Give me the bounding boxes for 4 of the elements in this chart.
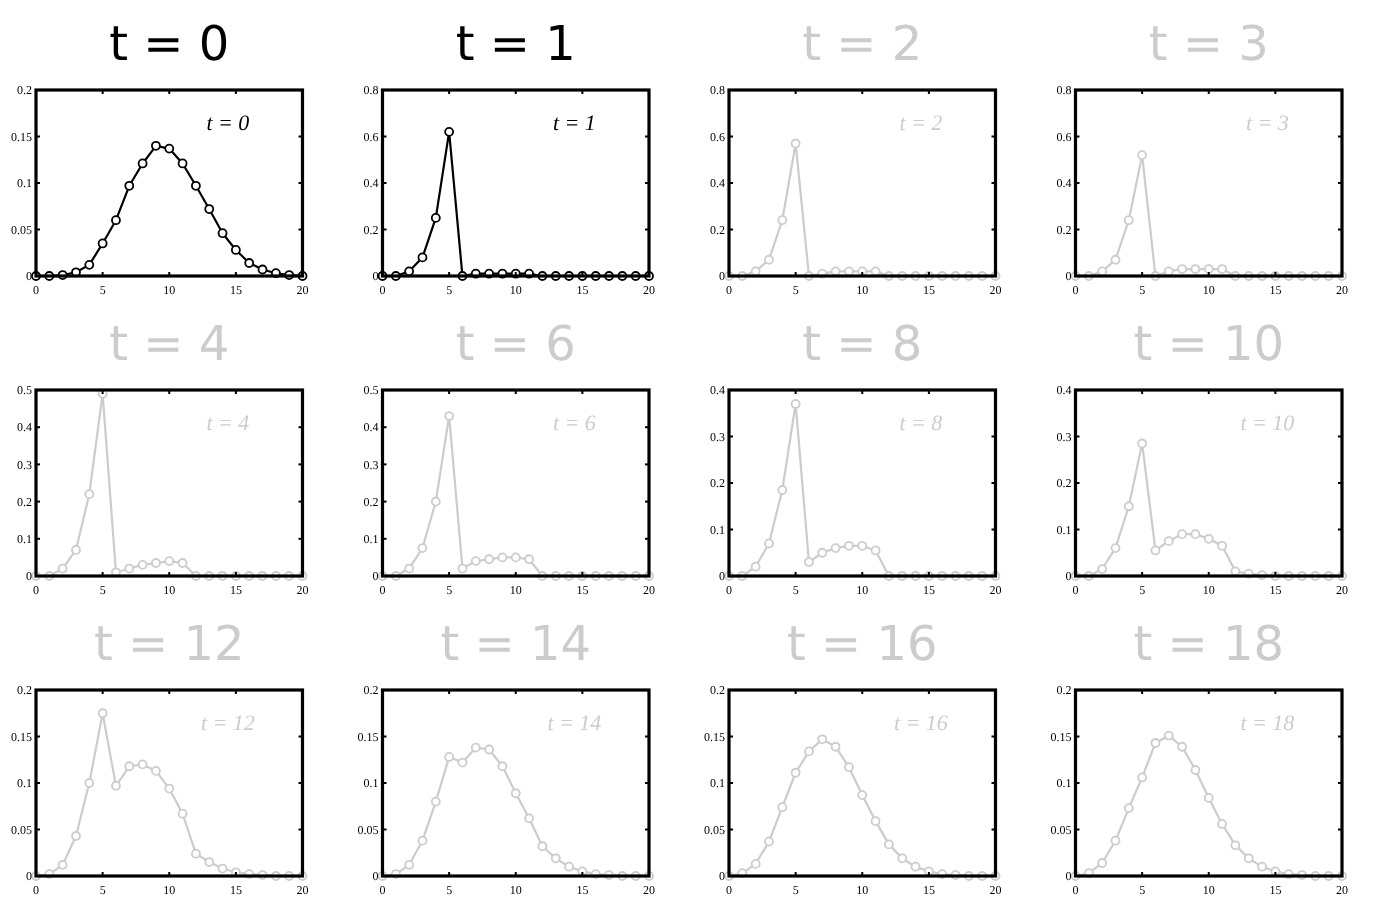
annotation: t = 0 — [206, 112, 251, 136]
chart-title: t = 0 — [109, 16, 230, 72]
annotation: t = 1 — [552, 112, 596, 136]
chart-title: t = 1 — [455, 16, 576, 72]
